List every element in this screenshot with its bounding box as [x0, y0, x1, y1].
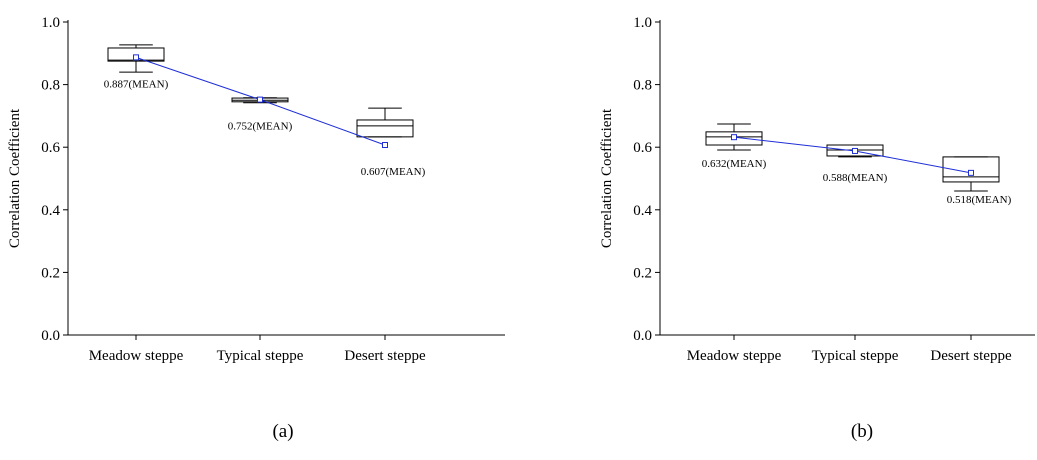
- mean-marker: [731, 134, 737, 141]
- box: [942, 156, 1000, 183]
- mean-marker: [968, 169, 974, 176]
- x-tick-label: Meadow steppe: [687, 348, 782, 364]
- mean-label: 0.632(MEAN): [702, 158, 767, 170]
- mean-label: 0.887(MEAN): [104, 78, 169, 90]
- y-tick-label: 1.0: [633, 15, 652, 31]
- x-tick-label: Typical steppe: [217, 348, 304, 364]
- y-tick-label: 0.4: [633, 203, 652, 219]
- y-tick-label: 0.0: [41, 328, 60, 344]
- mean-marker: [382, 142, 388, 149]
- mean-marker: [257, 96, 263, 103]
- box: [356, 119, 414, 138]
- y-tick-label: 0.2: [41, 265, 60, 281]
- mean-marker: [133, 54, 139, 61]
- mean-label: 0.588(MEAN): [823, 172, 888, 184]
- y-tick-label: 0.2: [633, 265, 652, 281]
- y-tick-label: 0.6: [633, 140, 652, 156]
- y-tick-label: 0.8: [633, 78, 652, 94]
- mean-marker: [852, 147, 858, 154]
- y-tick-label: 0.0: [633, 328, 652, 344]
- x-tick-label: Meadow steppe: [89, 348, 184, 364]
- panel-label: (b): [851, 421, 873, 442]
- mean-line: [733, 136, 972, 174]
- y-tick-label: 1.0: [41, 15, 60, 31]
- x-tick-label: Desert steppe: [344, 348, 426, 364]
- x-tick-label: Desert steppe: [930, 348, 1012, 364]
- y-axis-label: Correlation Coefficient: [7, 108, 23, 248]
- mean-label: 0.752(MEAN): [228, 121, 293, 133]
- y-axis-label: Correlation Coefficient: [599, 108, 615, 248]
- mean-label: 0.607(MEAN): [361, 166, 426, 178]
- x-tick-label: Typical steppe: [812, 348, 899, 364]
- mean-label: 0.518(MEAN): [947, 194, 1012, 206]
- box: [705, 131, 763, 146]
- box: [107, 47, 165, 62]
- panel-label: (a): [272, 421, 293, 442]
- y-tick-label: 0.8: [41, 78, 60, 94]
- y-tick-label: 0.6: [41, 140, 60, 156]
- y-tick-label: 0.4: [41, 203, 60, 219]
